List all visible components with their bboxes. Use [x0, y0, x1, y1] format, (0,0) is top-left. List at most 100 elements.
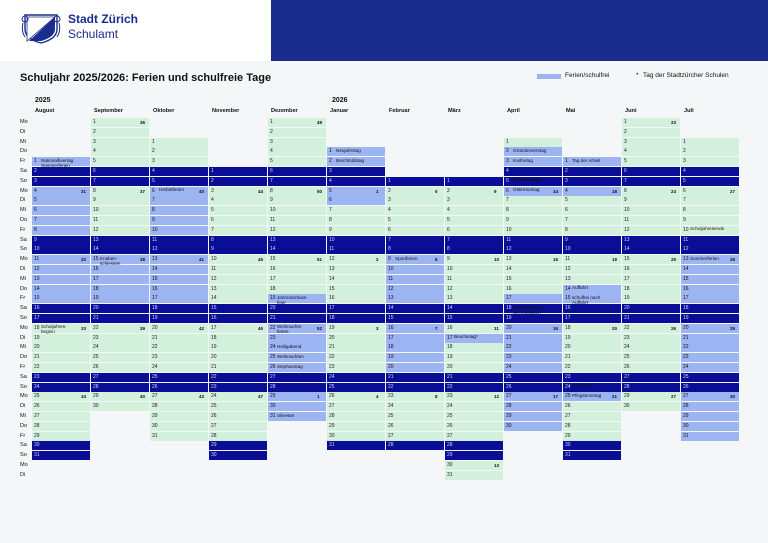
day-cell: 3: [209, 186, 267, 196]
day-cell: 14: [622, 245, 680, 255]
day-cell: 15: [150, 274, 208, 284]
week-number: 45: [258, 257, 264, 263]
day-cell: 4: [150, 167, 208, 176]
day-cell: 13: [209, 284, 267, 294]
day-cell: 4: [504, 167, 562, 176]
day-cell: 29: [91, 392, 149, 402]
weekday-label: So: [20, 177, 27, 184]
day-cell: 6: [563, 206, 621, 216]
day-cell: 10: [268, 206, 326, 216]
day-cell: 1: [150, 137, 208, 147]
day-cell: 21: [32, 353, 90, 363]
day-cell: 27: [150, 392, 208, 402]
day-cell: 25: [563, 392, 621, 402]
day-cell: 15: [504, 274, 562, 284]
day-cell: 1: [268, 118, 326, 127]
day-cell: 15: [386, 314, 444, 323]
day-cell: 24: [386, 402, 444, 412]
day-cell: 23: [622, 333, 680, 343]
day-cell: 5: [327, 186, 385, 196]
week-number: 31: [81, 188, 87, 194]
day-cell: 26: [622, 363, 680, 372]
day-cell: 28: [32, 421, 90, 431]
weekday-label: Di: [20, 471, 26, 478]
weekday-label: Di: [20, 197, 26, 204]
week-number: 1: [376, 188, 379, 194]
day-cell: 9: [622, 196, 680, 206]
month-header: Juli: [684, 108, 694, 114]
day-cell: 10: [504, 225, 562, 235]
week-number: 43: [199, 394, 205, 400]
week-number: 29: [730, 325, 736, 331]
weekday-label: So: [20, 246, 27, 253]
day-cell: 15: [681, 274, 739, 284]
week-number: 26: [671, 325, 677, 331]
day-cell: 22: [563, 363, 621, 372]
day-cell: 9: [91, 196, 149, 206]
day-cell: 14: [268, 245, 326, 255]
day-cell: 16: [622, 265, 680, 274]
day-cell: 29: [32, 431, 90, 441]
week-number: 40: [199, 188, 205, 194]
day-cell: 24: [150, 363, 208, 372]
day-cell: 27: [209, 421, 267, 431]
day-cell: 15: [32, 294, 90, 304]
day-cell: 28: [445, 441, 503, 451]
day-cell: 13: [268, 235, 326, 245]
day-cell: 12: [268, 225, 326, 235]
day-cell: 16: [268, 265, 326, 274]
day-cell: 26: [445, 421, 503, 431]
day-cell: 21: [563, 353, 621, 363]
day-cell: 7: [91, 176, 149, 186]
day-cell: 11: [563, 255, 621, 265]
day-cell: 31: [445, 470, 503, 480]
day-cell: 24: [91, 343, 149, 353]
day-cell: 17: [622, 274, 680, 284]
weekday-label: Mo: [20, 324, 28, 331]
day-cell: 20: [563, 343, 621, 353]
day-cell: 13: [327, 265, 385, 274]
day-cell: 16: [327, 294, 385, 304]
day-cell: 11: [445, 274, 503, 284]
weekday-label: So: [20, 452, 27, 459]
week-number: 32: [81, 257, 87, 263]
week-number: 21: [612, 394, 618, 400]
weekday-label: Mi: [20, 275, 26, 282]
day-cell: 13: [681, 255, 739, 265]
week-number: 27: [671, 394, 677, 400]
weekday-label: Mi: [20, 207, 26, 214]
week-number: 33: [81, 325, 87, 331]
day-cell: 18: [681, 304, 739, 314]
day-cell: 21: [268, 314, 326, 323]
day-cell: 19: [209, 343, 267, 353]
day-cell: 6: [327, 196, 385, 206]
day-cell: 15: [445, 314, 503, 323]
day-cell: 25: [386, 412, 444, 421]
week-number: 27: [730, 188, 736, 194]
day-cell: 22: [681, 343, 739, 353]
month-header: Januar: [330, 108, 349, 114]
weekday-label: Fr: [20, 364, 26, 370]
day-cell: 3: [150, 157, 208, 167]
day-cell: 17: [445, 333, 503, 343]
day-cell: 20: [32, 343, 90, 353]
week-number: 37: [140, 188, 146, 194]
day-cell: 17: [563, 314, 621, 323]
day-cell: 25: [268, 353, 326, 363]
day-cell: 6: [622, 167, 680, 176]
day-cell: 6: [91, 167, 149, 176]
day-cell: 28: [268, 382, 326, 392]
day-cell: 3: [32, 176, 90, 186]
month-header: April: [507, 108, 520, 114]
week-number: 50: [317, 188, 323, 194]
day-cell: 22: [150, 343, 208, 353]
day-cell: 12: [386, 284, 444, 294]
day-cell: 8: [563, 225, 621, 235]
legend-marker: *: [636, 72, 639, 79]
day-cell: 2: [327, 157, 385, 167]
day-cell: 20: [268, 304, 326, 314]
day-cell: 31: [32, 451, 90, 461]
day-cell: 21: [504, 333, 562, 343]
day-cell: 12: [445, 284, 503, 294]
day-cell: 3: [386, 196, 444, 206]
